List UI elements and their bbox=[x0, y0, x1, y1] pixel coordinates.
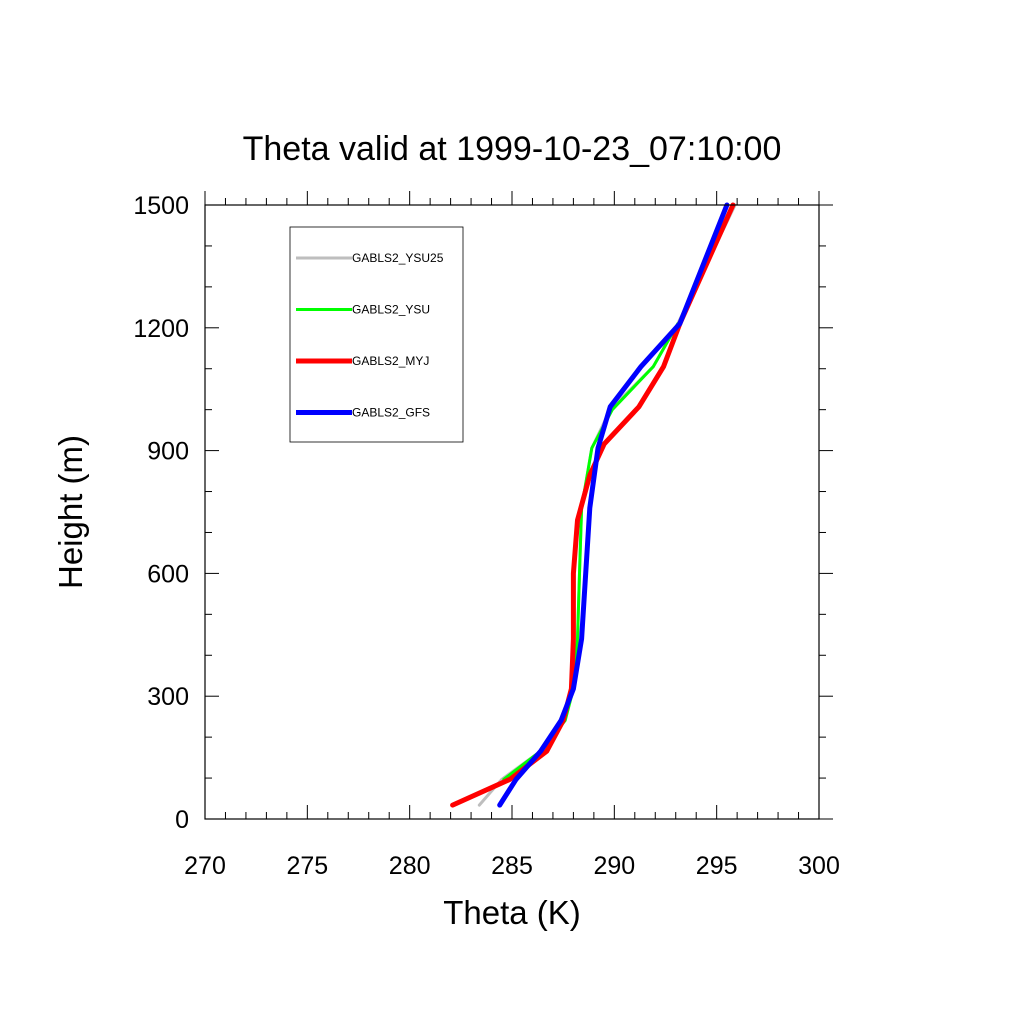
series-line-gabls2-ysu25 bbox=[477, 203, 737, 807]
y-tick-label: 300 bbox=[147, 683, 189, 711]
legend-item: GABLS2_MYJ bbox=[296, 354, 429, 368]
y-tick-label: 0 bbox=[175, 806, 189, 834]
series-lines bbox=[450, 202, 737, 808]
x-tick-labels: 270 275 280 285 290 295 300 bbox=[184, 852, 840, 880]
legend-label: GABLS2_GFS bbox=[352, 406, 430, 420]
x-tick-label: 270 bbox=[184, 852, 226, 880]
legend-label: GABLS2_YSU25 bbox=[352, 251, 444, 265]
series-line-gabls2-gfs bbox=[497, 202, 730, 808]
y-tick-label: 1200 bbox=[133, 315, 189, 343]
legend-label: GABLS2_MYJ bbox=[352, 354, 429, 368]
x-axis-label: Theta (K) bbox=[443, 894, 581, 931]
y-tick-labels: 0 300 600 900 1200 1500 bbox=[133, 192, 189, 834]
y-axis-label: Height (m) bbox=[52, 435, 89, 589]
legend: GABLS2_YSU25 GABLS2_YSU GABLS2_MYJ GABLS2_G… bbox=[289, 226, 464, 443]
series-line-gabls2-ysu bbox=[502, 322, 680, 781]
legend-item: GABLS2_GFS bbox=[296, 406, 430, 420]
y-tick-label: 600 bbox=[147, 560, 189, 588]
legend-item: GABLS2_YSU bbox=[296, 303, 430, 317]
x-tick-label: 295 bbox=[696, 852, 738, 880]
x-tick-label: 275 bbox=[286, 852, 328, 880]
axis-ticks bbox=[204, 191, 833, 820]
x-tick-label: 285 bbox=[491, 852, 533, 880]
chart-title: Theta valid at 1999-10-23_07:10:00 bbox=[243, 130, 782, 168]
y-tick-label: 900 bbox=[147, 438, 189, 466]
y-tick-label: 1500 bbox=[133, 192, 189, 220]
x-tick-label: 280 bbox=[389, 852, 431, 880]
legend-label: GABLS2_YSU bbox=[352, 303, 430, 317]
series-line-gabls2-myj bbox=[450, 202, 736, 808]
legend-item: GABLS2_YSU25 bbox=[296, 251, 444, 265]
x-tick-label: 290 bbox=[593, 852, 635, 880]
x-tick-label: 300 bbox=[798, 852, 840, 880]
legend-box bbox=[289, 226, 464, 443]
